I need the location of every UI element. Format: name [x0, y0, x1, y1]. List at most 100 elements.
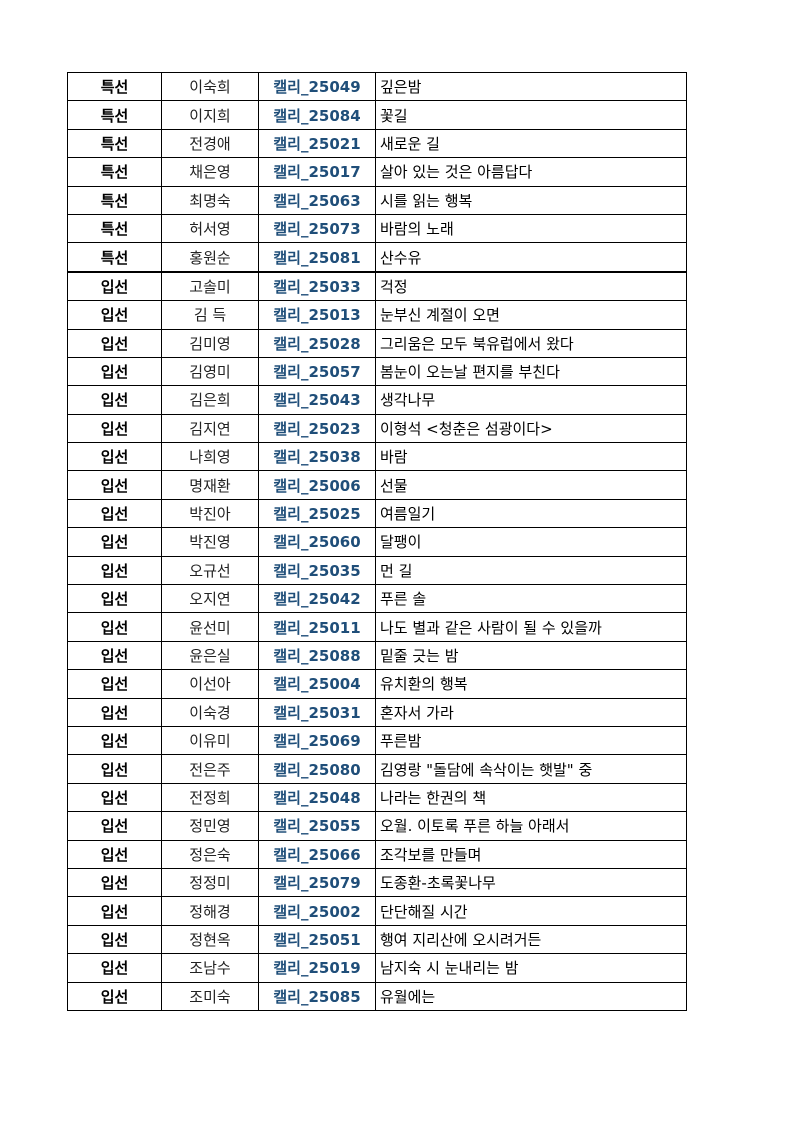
name-cell: 오지연: [161, 584, 259, 614]
entry-code-cell: 캘리_25031: [258, 697, 376, 727]
title-cell: 바람의 노래: [375, 213, 687, 244]
table-row: 입선 정현옥 캘리_25051 행여 지리산에 오시려거든: [67, 924, 687, 955]
table-row: 입선 조미숙 캘리_25085 유월에는: [67, 981, 687, 1011]
name-cell: 전경애: [161, 128, 259, 159]
table-row: 특선 이지희 캘리_25084 꽃길: [67, 100, 687, 130]
entry-code-cell: 캘리_25019: [258, 953, 376, 983]
title-cell: 시를 읽는 행복: [375, 185, 687, 215]
award-cell: 입선: [67, 555, 162, 586]
title-cell: 깊은밤: [375, 71, 687, 102]
award-cell: 입선: [67, 300, 162, 330]
table-row: 입선 정정미 캘리_25079 도종환-초록꽃나무: [67, 867, 687, 898]
name-cell: 채은영: [161, 157, 259, 187]
award-cell: 입선: [67, 612, 162, 642]
table-row: 입선 김은희 캘리_25043 생각나무: [67, 385, 687, 415]
awards-table: 특선 이숙희 캘리_25049 깊은밤 특선 이지희 캘리_25084 꽃길 특선 전경애 캘리_2…: [67, 71, 687, 1011]
title-cell: 유치환의 행복: [375, 669, 687, 699]
table-row: 입선 정은숙 캘리_25066 조각보를 만들며: [67, 839, 687, 869]
title-cell: 행여 지리산에 오시려거든: [375, 924, 687, 955]
name-cell: 이유미: [161, 725, 259, 756]
entry-code-cell: 캘리_25025: [258, 498, 376, 529]
title-cell: 생각나무: [375, 385, 687, 415]
award-cell: 입선: [67, 811, 162, 841]
name-cell: 윤선미: [161, 612, 259, 642]
title-cell: 달팽이: [375, 527, 687, 557]
award-cell: 입선: [67, 584, 162, 614]
name-cell: 이숙희: [161, 71, 259, 102]
award-cell: 입선: [67, 697, 162, 727]
table-row: 입선 오지연 캘리_25042 푸른 솔: [67, 584, 687, 614]
table-row: 입선 나희영 캘리_25038 바람: [67, 442, 687, 472]
name-cell: 정민영: [161, 811, 259, 841]
table-row: 입선 전정희 캘리_25048 나라는 한권의 책: [67, 782, 687, 813]
table-row: 입선 이숙경 캘리_25031 혼자서 가라: [67, 697, 687, 727]
name-cell: 김영미: [161, 356, 259, 387]
name-cell: 이지희: [161, 100, 259, 130]
title-cell: 걱정: [375, 270, 687, 302]
table-row: 특선 최명숙 캘리_25063 시를 읽는 행복: [67, 185, 687, 215]
table-row: 특선 이숙희 캘리_25049 깊은밤: [67, 71, 687, 102]
award-cell: 입선: [67, 470, 162, 500]
name-cell: 허서영: [161, 213, 259, 244]
table-row: 입선 명재환 캘리_25006 선물: [67, 470, 687, 500]
award-cell: 특선: [67, 100, 162, 130]
title-cell: 푸른 솔: [375, 584, 687, 614]
entry-code-cell: 캘리_25069: [258, 725, 376, 756]
name-cell: 김지연: [161, 413, 259, 444]
name-cell: 조남수: [161, 953, 259, 983]
table-row: 입선 김 득 캘리_25013 눈부신 계절이 오면: [67, 300, 687, 330]
title-cell: 도종환-초록꽃나무: [375, 867, 687, 898]
award-cell: 입선: [67, 924, 162, 955]
title-cell: 살아 있는 것은 아름답다: [375, 157, 687, 187]
entry-code-cell: 캘리_25063: [258, 185, 376, 215]
title-cell: 혼자서 가라: [375, 697, 687, 727]
title-cell: 눈부신 계절이 오면: [375, 300, 687, 330]
award-cell: 입선: [67, 356, 162, 387]
table-row: 입선 김영미 캘리_25057 봄눈이 오는날 편지를 부친다: [67, 356, 687, 387]
entry-code-cell: 캘리_25017: [258, 157, 376, 187]
table-row: 특선 채은영 캘리_25017 살아 있는 것은 아름답다: [67, 157, 687, 187]
awards-table-body: 특선 이숙희 캘리_25049 깊은밤 특선 이지희 캘리_25084 꽃길 특선 전경애 캘리_2…: [67, 71, 687, 1011]
entry-code-cell: 캘리_25021: [258, 128, 376, 159]
name-cell: 이숙경: [161, 697, 259, 727]
table-row: 입선 김지연 캘리_25023 이형석 <청춘은 섬광이다>: [67, 413, 687, 444]
award-cell: 특선: [67, 213, 162, 244]
title-cell: 바람: [375, 442, 687, 472]
title-cell: 나도 별과 같은 사람이 될 수 있을까: [375, 612, 687, 642]
award-cell: 입선: [67, 953, 162, 983]
award-cell: 특선: [67, 157, 162, 187]
award-cell: 특선: [67, 71, 162, 102]
entry-code-cell: 캘리_25028: [258, 328, 376, 358]
name-cell: 정해경: [161, 896, 259, 926]
table-row: 입선 박진아 캘리_25025 여름일기: [67, 498, 687, 529]
entry-code-cell: 캘리_25079: [258, 867, 376, 898]
award-cell: 입선: [67, 669, 162, 699]
award-cell: 입선: [67, 498, 162, 529]
entry-code-cell: 캘리_25038: [258, 442, 376, 472]
award-cell: 특선: [67, 185, 162, 215]
title-cell: 남지숙 시 눈내리는 밤: [375, 953, 687, 983]
title-cell: 새로운 길: [375, 128, 687, 159]
award-cell: 입선: [67, 270, 162, 302]
title-cell: 봄눈이 오는날 편지를 부친다: [375, 356, 687, 387]
entry-code-cell: 캘리_25002: [258, 896, 376, 926]
name-cell: 김 득: [161, 300, 259, 330]
name-cell: 박진아: [161, 498, 259, 529]
name-cell: 김은희: [161, 385, 259, 415]
table-row: 입선 윤은실 캘리_25088 밑줄 긋는 밤: [67, 640, 687, 671]
table-row: 입선 이유미 캘리_25069 푸른밤: [67, 725, 687, 756]
entry-code-cell: 캘리_25049: [258, 71, 376, 102]
name-cell: 명재환: [161, 470, 259, 500]
name-cell: 홍원순: [161, 242, 259, 273]
name-cell: 정현옥: [161, 924, 259, 955]
title-cell: 유월에는: [375, 981, 687, 1011]
table-row: 입선 이선아 캘리_25004 유치환의 행복: [67, 669, 687, 699]
table-row: 특선 전경애 캘리_25021 새로운 길: [67, 128, 687, 159]
name-cell: 고솔미: [161, 270, 259, 302]
name-cell: 오규선: [161, 555, 259, 586]
title-cell: 밑줄 긋는 밤: [375, 640, 687, 671]
entry-code-cell: 캘리_25073: [258, 213, 376, 244]
entry-code-cell: 캘리_25035: [258, 555, 376, 586]
entry-code-cell: 캘리_25060: [258, 527, 376, 557]
title-cell: 오월. 이토록 푸른 하늘 아래서: [375, 811, 687, 841]
